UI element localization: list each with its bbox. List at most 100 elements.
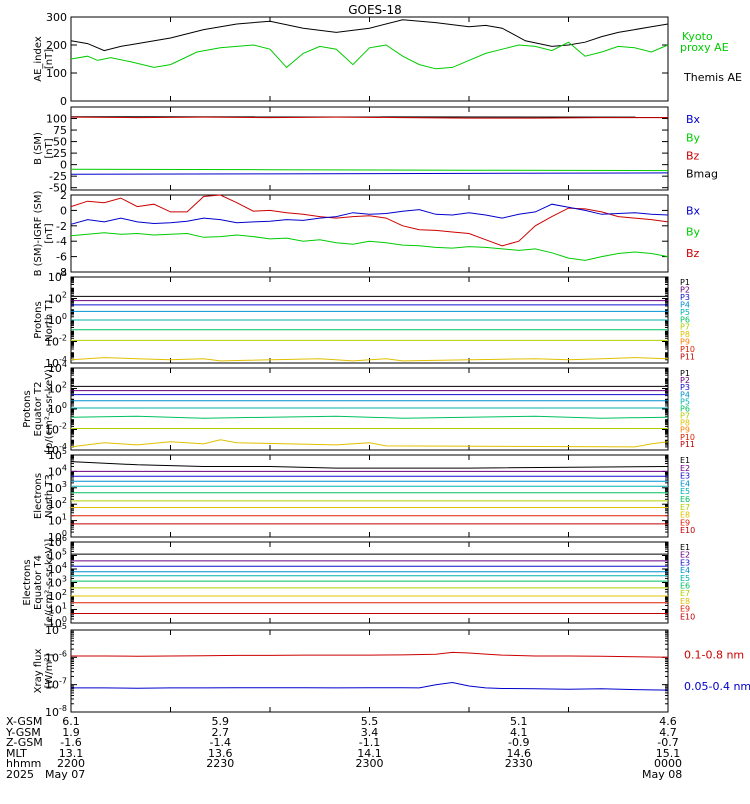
electrons-equator-ytick-exponent: 2 bbox=[62, 588, 67, 597]
ae-series-kyoto-proxy-ae bbox=[71, 42, 668, 69]
b-sm-ytick-label: 50 bbox=[53, 136, 67, 149]
b-igrf-legend-entry: By bbox=[686, 226, 701, 239]
protons-equator-ytick-exponent: 2 bbox=[62, 381, 67, 390]
xray-ytick-exponent: -7 bbox=[59, 677, 67, 686]
xray-ytick-exponent: -6 bbox=[59, 649, 67, 658]
electrons-equator-ytick-exponent: 6 bbox=[62, 534, 67, 543]
electrons-equator-ytick-exponent: 4 bbox=[62, 561, 67, 570]
protons-equator-ylabel: Equator T2 bbox=[33, 382, 44, 437]
electrons-north-ylabel: North T3 bbox=[44, 474, 55, 518]
protons-equator-ytick-exponent: 0 bbox=[62, 401, 67, 410]
electrons-north-legend-entry: E10 bbox=[680, 526, 695, 535]
b-sm-legend-entry: Bz bbox=[686, 149, 700, 162]
electrons-equator-ylabel: Electrons bbox=[22, 559, 33, 605]
b-sm-legend-entry: By bbox=[686, 131, 701, 144]
xray-ylabel: Xray flux bbox=[33, 649, 44, 694]
b-sm-legend-entry: Bmag bbox=[686, 167, 718, 180]
b-sm-ylabel: B (SM) bbox=[33, 132, 44, 165]
protons-north-ytick-exponent: -2 bbox=[59, 334, 67, 343]
protons-north-ytick-label: 104 bbox=[48, 269, 67, 284]
b-sm-legend-entry: Bx bbox=[686, 113, 701, 126]
electrons-equator-ytick-exponent: 5 bbox=[62, 548, 67, 557]
ae-legend-entry: proxy AE bbox=[680, 41, 729, 54]
protons-equator-series-p6 bbox=[71, 416, 668, 418]
xaxis-value: May 08 bbox=[642, 768, 682, 781]
xray-ytick-exponent: -8 bbox=[59, 704, 67, 713]
protons-north-ytick-exponent: 2 bbox=[62, 291, 67, 300]
electrons-north-ytick-label: 105 bbox=[48, 447, 67, 462]
electrons-north-ytick-exponent: 3 bbox=[62, 480, 67, 489]
protons-north-ylabel: Protons bbox=[33, 301, 44, 338]
b-igrf-series-bz bbox=[71, 195, 668, 246]
electrons-north-ytick-exponent: 5 bbox=[62, 447, 67, 456]
b-igrf-ytick-label: -6 bbox=[56, 251, 67, 264]
ae-ytick-label: 0 bbox=[60, 95, 67, 108]
xray-legend-entry: 0.05-0.4 nm bbox=[684, 680, 750, 693]
figure-title: GOES-18 bbox=[348, 3, 402, 17]
ae-ylabel: AE_index bbox=[33, 36, 44, 82]
protons-north-ytick-exponent: 0 bbox=[62, 312, 67, 321]
ae-ytick-label: 300 bbox=[46, 11, 67, 24]
ae-legend-entry: Themis AE bbox=[683, 71, 742, 84]
xray-series-0-1-0-8-nm bbox=[71, 652, 668, 657]
electrons-equator-ytick-exponent: 1 bbox=[62, 602, 67, 611]
electrons-north-series-e1 bbox=[71, 462, 668, 469]
xray-legend-entry: 0.1-0.8 nm bbox=[684, 648, 744, 661]
ae-series-themis-ae bbox=[71, 20, 668, 51]
electrons-north-ylabel: Electrons bbox=[33, 473, 44, 519]
electrons-north-ytick-exponent: 4 bbox=[62, 463, 67, 472]
b-igrf-ytick-label: -4 bbox=[56, 235, 67, 248]
xaxis-row-name: 2025 bbox=[6, 768, 34, 781]
xaxis-value: 2300 bbox=[356, 757, 384, 770]
ae-ylabel: [nT] bbox=[44, 49, 55, 69]
b-igrf-ytick-label: -2 bbox=[56, 220, 67, 233]
b-sm-frame bbox=[71, 107, 668, 190]
b-igrf-legend-entry: Bz bbox=[686, 247, 700, 260]
protons-north-ytick-base: 10 bbox=[48, 271, 62, 284]
b-sm-series-bx bbox=[71, 173, 668, 174]
protons-equator-ylabel: Protons bbox=[22, 390, 33, 427]
b-sm-ylabel: [nT] bbox=[44, 138, 55, 158]
b-igrf-ytick-label: 2 bbox=[60, 189, 67, 202]
b-igrf-series-by bbox=[71, 233, 668, 261]
protons-equator-ytick-exponent: 4 bbox=[62, 360, 67, 369]
electrons-north-ytick-exponent: 1 bbox=[62, 513, 67, 522]
xray-ytick-base: 10 bbox=[45, 706, 59, 719]
b-sm-series-by bbox=[71, 169, 668, 170]
electrons-equator-legend-entry: E10 bbox=[680, 612, 695, 621]
b-igrf-frame bbox=[71, 195, 668, 272]
electrons-north-ytick-base: 10 bbox=[48, 449, 62, 462]
b-sm-ytick-label: 0 bbox=[60, 159, 67, 172]
ae-frame bbox=[71, 17, 668, 101]
b-sm-ytick-label: 75 bbox=[53, 124, 67, 137]
xray-ytick-label: 10-5 bbox=[45, 622, 67, 637]
xaxis-value: 2330 bbox=[505, 757, 533, 770]
protons-north-legend-entry: P11 bbox=[680, 353, 695, 362]
b-igrf-ylabel: [nT] bbox=[44, 223, 55, 243]
xray-frame bbox=[71, 630, 668, 712]
xray-ytick-base: 10 bbox=[45, 624, 59, 637]
b-sm-ytick-label: 25 bbox=[53, 147, 67, 160]
b-sm-ytick-label: -25 bbox=[49, 170, 67, 183]
protons-equator-frame bbox=[71, 368, 668, 450]
electrons-equator-ylabel: Equator T4 bbox=[33, 555, 44, 610]
xray-series-0-05-0-4-nm bbox=[71, 683, 668, 691]
xray-ylabel: [W/m²] bbox=[44, 653, 55, 688]
protons-equator-legend-entry: P11 bbox=[680, 440, 695, 449]
electrons-north-ytick-exponent: 2 bbox=[62, 496, 67, 505]
b-sm-ytick-label: 100 bbox=[46, 113, 67, 126]
electrons-equator-ytick-exponent: 3 bbox=[62, 575, 67, 584]
protons-equator-ytick-exponent: -2 bbox=[59, 422, 67, 431]
protons-north-ytick-exponent: 4 bbox=[62, 269, 67, 278]
xaxis-value: 2230 bbox=[206, 757, 234, 770]
b-igrf-ytick-label: 0 bbox=[60, 204, 67, 217]
b-igrf-ylabel: B (SM)-IGRF (SM) bbox=[33, 191, 44, 277]
xray-ytick-exponent: -5 bbox=[59, 622, 67, 631]
b-igrf-legend-entry: Bx bbox=[686, 204, 701, 217]
electrons-equator-ylabel: [e/(cm²-s-sr-keV)] bbox=[44, 539, 55, 627]
xaxis-value: May 07 bbox=[45, 768, 85, 781]
protons-equator-ylabel: [p/(cm²-s-sr-keV)] bbox=[44, 365, 55, 453]
protons-north-ylabel: North T1 bbox=[44, 298, 55, 342]
